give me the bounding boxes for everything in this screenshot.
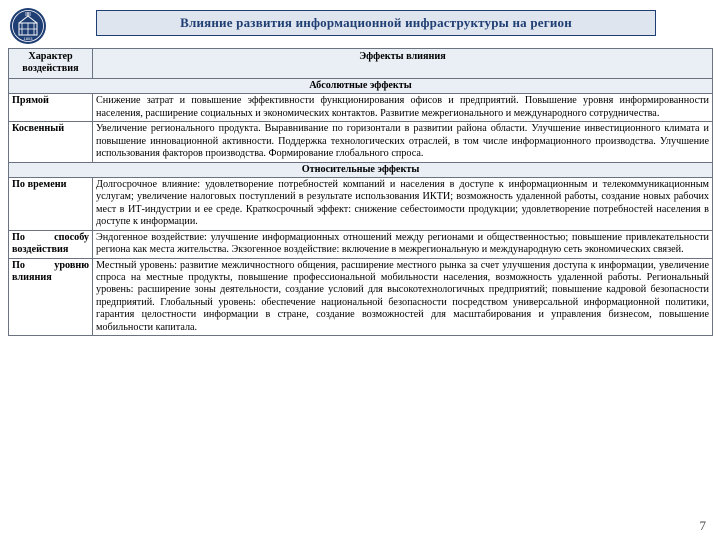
row-body: Увеличение регионального продукта. Вырав… <box>93 122 713 162</box>
row-label: Прямой <box>9 94 93 122</box>
page-number: 7 <box>700 518 707 534</box>
emblem-logo: 1803 <box>8 6 48 46</box>
table-row: По времени Долгосрочное влияние: удовлет… <box>9 177 713 230</box>
svg-text:1803: 1803 <box>24 36 34 41</box>
section-label: Абсолютные эффекты <box>9 78 713 93</box>
section-row: Относительные эффекты <box>9 162 713 177</box>
effects-table: Характер воздействия Эффекты влияния Абс… <box>8 48 713 336</box>
row-body: Снижение затрат и повышение эффективност… <box>93 94 713 122</box>
table-row: По способу воздействия Эндогенное воздей… <box>9 230 713 258</box>
section-label: Относительные эффекты <box>9 162 713 177</box>
row-body: Эндогенное воздействие: улучшение информ… <box>93 230 713 258</box>
section-row: Абсолютные эффекты <box>9 78 713 93</box>
title-bar: Влияние развития информационной инфрастр… <box>96 10 656 36</box>
header-col2: Эффекты влияния <box>93 49 713 79</box>
row-label: По способу воздействия <box>9 230 93 258</box>
row-body: Местный уровень: развитие межличностного… <box>93 258 713 336</box>
effects-table-wrap: Характер воздействия Эффекты влияния Абс… <box>8 48 712 336</box>
table-row: По уровню влияния Местный уровень: разви… <box>9 258 713 336</box>
row-label: По уровню влияния <box>9 258 93 336</box>
row-label: По времени <box>9 177 93 230</box>
slide-title: Влияние развития информационной инфрастр… <box>180 15 572 31</box>
table-header-row: Характер воздействия Эффекты влияния <box>9 49 713 79</box>
row-label: Косвенный <box>9 122 93 162</box>
header-col1: Характер воздействия <box>9 49 93 79</box>
table-row: Прямой Снижение затрат и повышение эффек… <box>9 94 713 122</box>
row-body: Долгосрочное влияние: удовлетворение пот… <box>93 177 713 230</box>
table-row: Косвенный Увеличение регионального проду… <box>9 122 713 162</box>
